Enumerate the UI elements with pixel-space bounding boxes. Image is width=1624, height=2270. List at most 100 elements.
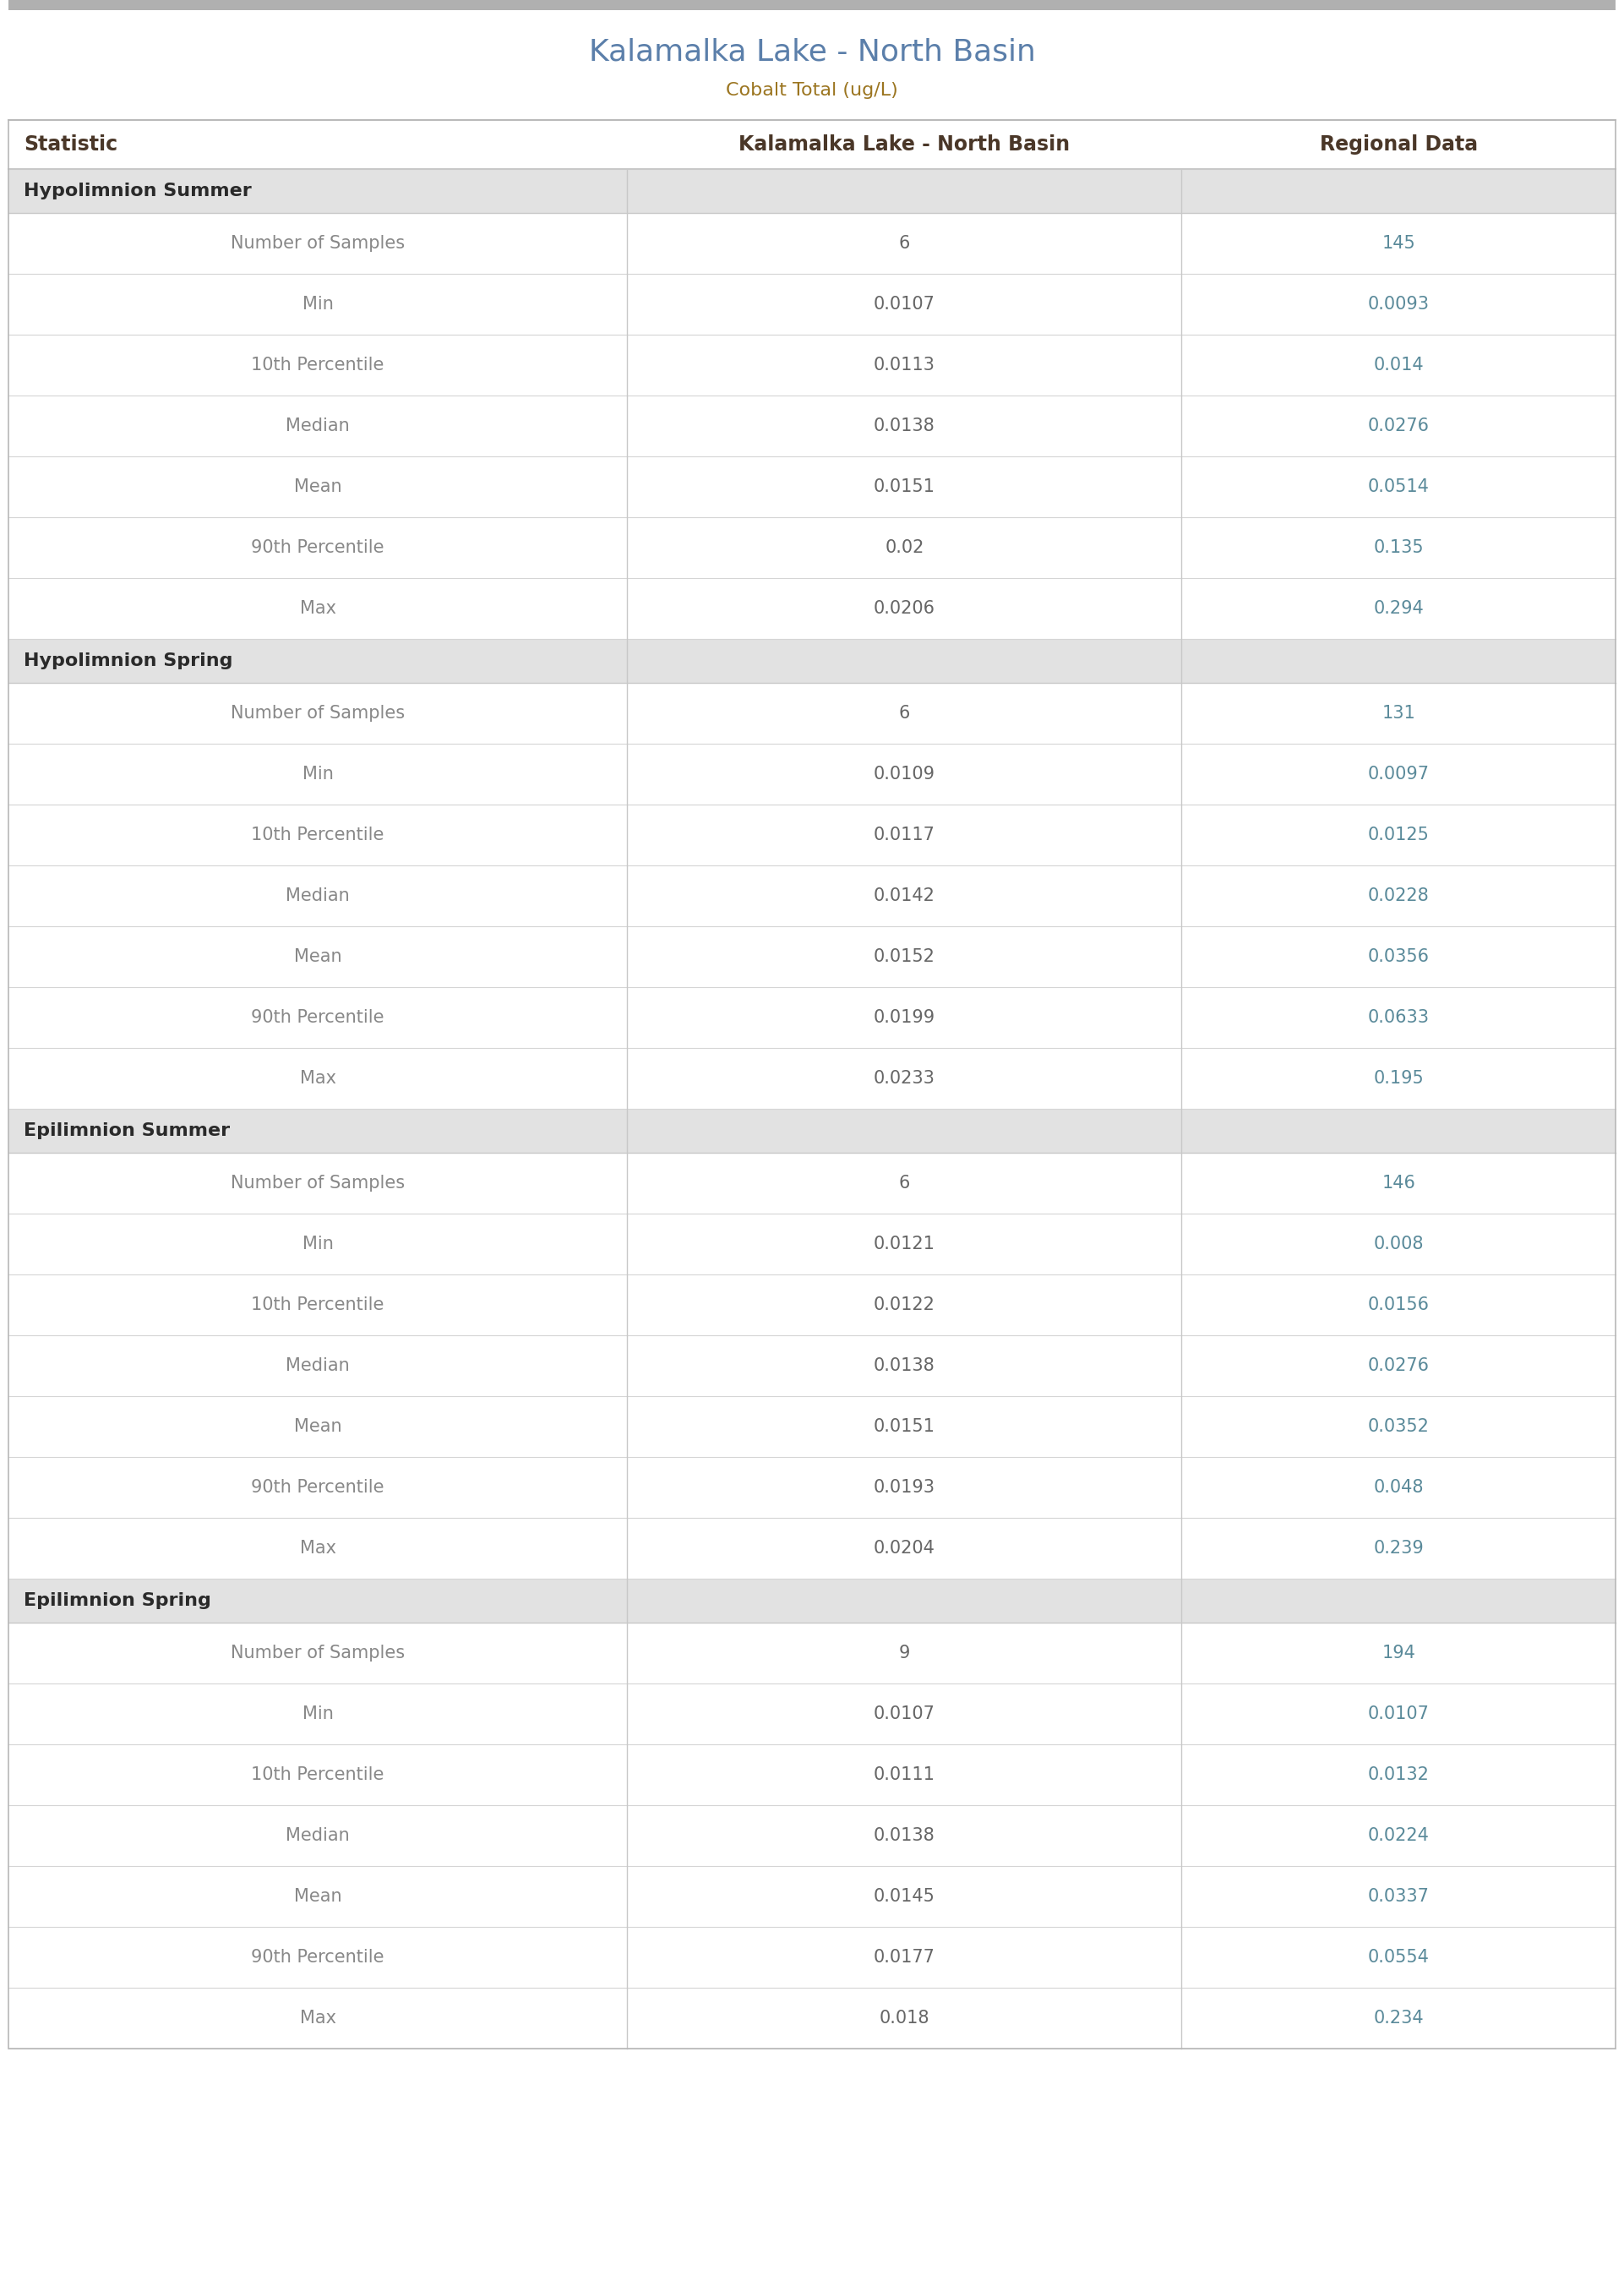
Bar xyxy=(8,1457,1616,1519)
Text: 0.0151: 0.0151 xyxy=(874,479,935,495)
Text: 0.0107: 0.0107 xyxy=(874,1705,935,1723)
Text: Cobalt Total (ug/L): Cobalt Total (ug/L) xyxy=(726,82,898,100)
Bar xyxy=(8,518,1616,579)
Text: 0.0352: 0.0352 xyxy=(1367,1419,1429,1435)
Text: 10th Percentile: 10th Percentile xyxy=(252,826,385,844)
Text: 6: 6 xyxy=(898,1174,909,1192)
Text: 0.0145: 0.0145 xyxy=(874,1889,935,1905)
Text: 0.135: 0.135 xyxy=(1374,540,1424,556)
Bar xyxy=(8,9,1616,120)
Text: Mean: Mean xyxy=(294,1419,341,1435)
Text: 9: 9 xyxy=(898,1643,909,1662)
Text: 0.0156: 0.0156 xyxy=(1367,1296,1429,1314)
Bar xyxy=(8,1578,1616,1623)
Bar xyxy=(8,987,1616,1049)
Text: Regional Data: Regional Data xyxy=(1320,134,1478,154)
Text: Hypolimnion Spring: Hypolimnion Spring xyxy=(24,651,232,670)
Text: 0.195: 0.195 xyxy=(1374,1069,1424,1087)
Text: 0.008: 0.008 xyxy=(1374,1235,1424,1253)
Text: 6: 6 xyxy=(898,704,909,722)
Text: 10th Percentile: 10th Percentile xyxy=(252,1766,385,1784)
Text: 0.0199: 0.0199 xyxy=(874,1010,935,1026)
Text: 194: 194 xyxy=(1382,1643,1416,1662)
Bar xyxy=(8,0,1616,9)
Text: 0.0122: 0.0122 xyxy=(874,1296,935,1314)
Bar xyxy=(8,745,1616,804)
Text: 0.0193: 0.0193 xyxy=(874,1480,935,1496)
Bar xyxy=(8,1805,1616,1866)
Bar xyxy=(8,456,1616,518)
Text: 90th Percentile: 90th Percentile xyxy=(252,540,385,556)
Text: 0.0142: 0.0142 xyxy=(874,888,935,903)
Bar xyxy=(8,395,1616,456)
Text: 0.239: 0.239 xyxy=(1374,1539,1424,1557)
Text: Median: Median xyxy=(286,1357,349,1373)
Bar xyxy=(8,865,1616,926)
Text: 0.0125: 0.0125 xyxy=(1367,826,1429,844)
Text: 0.018: 0.018 xyxy=(879,2009,929,2027)
Bar xyxy=(8,1866,1616,1927)
Bar xyxy=(8,1623,1616,1684)
Text: Median: Median xyxy=(286,418,349,434)
Text: 0.0276: 0.0276 xyxy=(1367,418,1429,434)
Text: Min: Min xyxy=(302,765,333,783)
Text: 0.014: 0.014 xyxy=(1374,356,1424,375)
Text: 0.0514: 0.0514 xyxy=(1367,479,1429,495)
Text: 0.0121: 0.0121 xyxy=(874,1235,935,1253)
Text: Max: Max xyxy=(300,599,336,617)
Bar xyxy=(8,1153,1616,1214)
Text: 0.0107: 0.0107 xyxy=(874,295,935,313)
Text: Hypolimnion Summer: Hypolimnion Summer xyxy=(24,182,252,200)
Text: 0.0206: 0.0206 xyxy=(874,599,935,617)
Text: 0.0554: 0.0554 xyxy=(1367,1950,1429,1966)
Text: 90th Percentile: 90th Percentile xyxy=(252,1480,385,1496)
Bar xyxy=(8,334,1616,395)
Text: 145: 145 xyxy=(1382,234,1416,252)
Text: Min: Min xyxy=(302,295,333,313)
Text: Min: Min xyxy=(302,1705,333,1723)
Text: 0.0117: 0.0117 xyxy=(874,826,935,844)
Bar xyxy=(8,1396,1616,1457)
Text: 0.0093: 0.0093 xyxy=(1367,295,1429,313)
Text: 0.02: 0.02 xyxy=(885,540,924,556)
Text: Max: Max xyxy=(300,1069,336,1087)
Text: 10th Percentile: 10th Percentile xyxy=(252,356,385,375)
Text: 0.0138: 0.0138 xyxy=(874,1827,935,1843)
Text: 0.0097: 0.0097 xyxy=(1367,765,1429,783)
Text: 0.0138: 0.0138 xyxy=(874,1357,935,1373)
Text: 0.0111: 0.0111 xyxy=(874,1766,935,1784)
Bar xyxy=(8,120,1616,168)
Bar xyxy=(8,1743,1616,1805)
Text: 0.0337: 0.0337 xyxy=(1367,1889,1429,1905)
Bar xyxy=(8,579,1616,638)
Text: 0.0356: 0.0356 xyxy=(1367,949,1429,965)
Text: Kalamalka Lake - North Basin: Kalamalka Lake - North Basin xyxy=(588,39,1036,66)
Text: 146: 146 xyxy=(1382,1174,1416,1192)
Text: Epilimnion Summer: Epilimnion Summer xyxy=(24,1121,231,1140)
Text: Statistic: Statistic xyxy=(24,134,117,154)
Text: 0.234: 0.234 xyxy=(1374,2009,1424,2027)
Bar xyxy=(8,1519,1616,1578)
Text: 0.0138: 0.0138 xyxy=(874,418,935,434)
Bar xyxy=(8,1108,1616,1153)
Text: 0.0633: 0.0633 xyxy=(1367,1010,1429,1026)
Text: Min: Min xyxy=(302,1235,333,1253)
Text: 0.0113: 0.0113 xyxy=(874,356,935,375)
Bar xyxy=(8,213,1616,275)
Bar xyxy=(8,1049,1616,1108)
Bar xyxy=(8,1273,1616,1335)
Text: Number of Samples: Number of Samples xyxy=(231,234,404,252)
Text: 0.0109: 0.0109 xyxy=(874,765,935,783)
Text: 90th Percentile: 90th Percentile xyxy=(252,1010,385,1026)
Text: 0.0107: 0.0107 xyxy=(1367,1705,1429,1723)
Text: 0.0132: 0.0132 xyxy=(1367,1766,1429,1784)
Bar xyxy=(8,1214,1616,1273)
Text: 0.0152: 0.0152 xyxy=(874,949,935,965)
Text: Number of Samples: Number of Samples xyxy=(231,1643,404,1662)
Text: Max: Max xyxy=(300,1539,336,1557)
Text: 0.0228: 0.0228 xyxy=(1367,888,1429,903)
Text: 0.0276: 0.0276 xyxy=(1367,1357,1429,1373)
Text: 10th Percentile: 10th Percentile xyxy=(252,1296,385,1314)
Bar xyxy=(8,683,1616,745)
Text: 0.0151: 0.0151 xyxy=(874,1419,935,1435)
